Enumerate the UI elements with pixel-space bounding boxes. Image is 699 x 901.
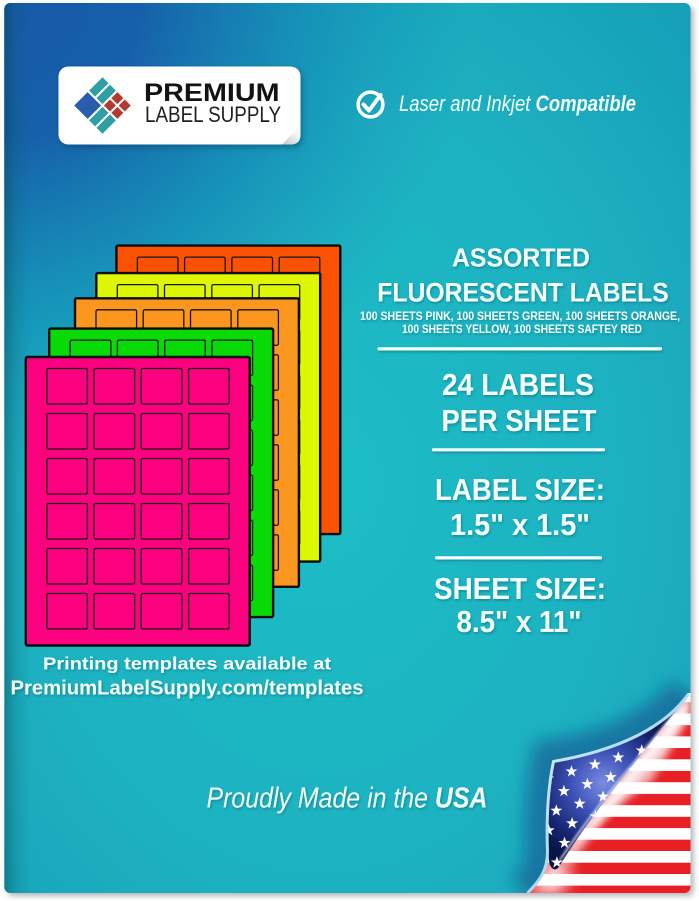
svg-text:8.5" x 11": 8.5" x 11": [457, 605, 582, 639]
svg-text:PremiumLabelSupply.com/templat: PremiumLabelSupply.com/templates: [11, 678, 364, 700]
svg-text:24 LABELS: 24 LABELS: [442, 367, 594, 402]
svg-text:100 SHEETS YELLOW, 100 SHEETS: 100 SHEETS YELLOW, 100 SHEETS SAFTEY RED: [402, 322, 642, 336]
svg-text:1.5" x 1.5": 1.5" x 1.5": [450, 508, 590, 542]
svg-text:LABEL SIZE:: LABEL SIZE:: [435, 473, 605, 507]
svg-text:Laser and Inkjet Compatible: Laser and Inkjet Compatible: [399, 91, 636, 116]
svg-text:Proudly Made in the USA: Proudly Made in the USA: [207, 783, 488, 815]
svg-text:100 SHEETS PINK, 100 SHEETS GR: 100 SHEETS PINK, 100 SHEETS GREEN, 100 S…: [360, 309, 680, 323]
svg-text:PER SHEET: PER SHEET: [442, 403, 597, 438]
svg-text:PREMIUM: PREMIUM: [144, 79, 280, 107]
svg-text:FLUORESCENT LABELS: FLUORESCENT LABELS: [377, 278, 669, 308]
svg-text:SHEET SIZE:: SHEET SIZE:: [434, 572, 606, 606]
svg-text:Printing templates available a: Printing templates available at: [43, 654, 331, 674]
svg-text:ASSORTED: ASSORTED: [452, 245, 590, 273]
svg-text:LABEL SUPPLY: LABEL SUPPLY: [145, 102, 281, 127]
